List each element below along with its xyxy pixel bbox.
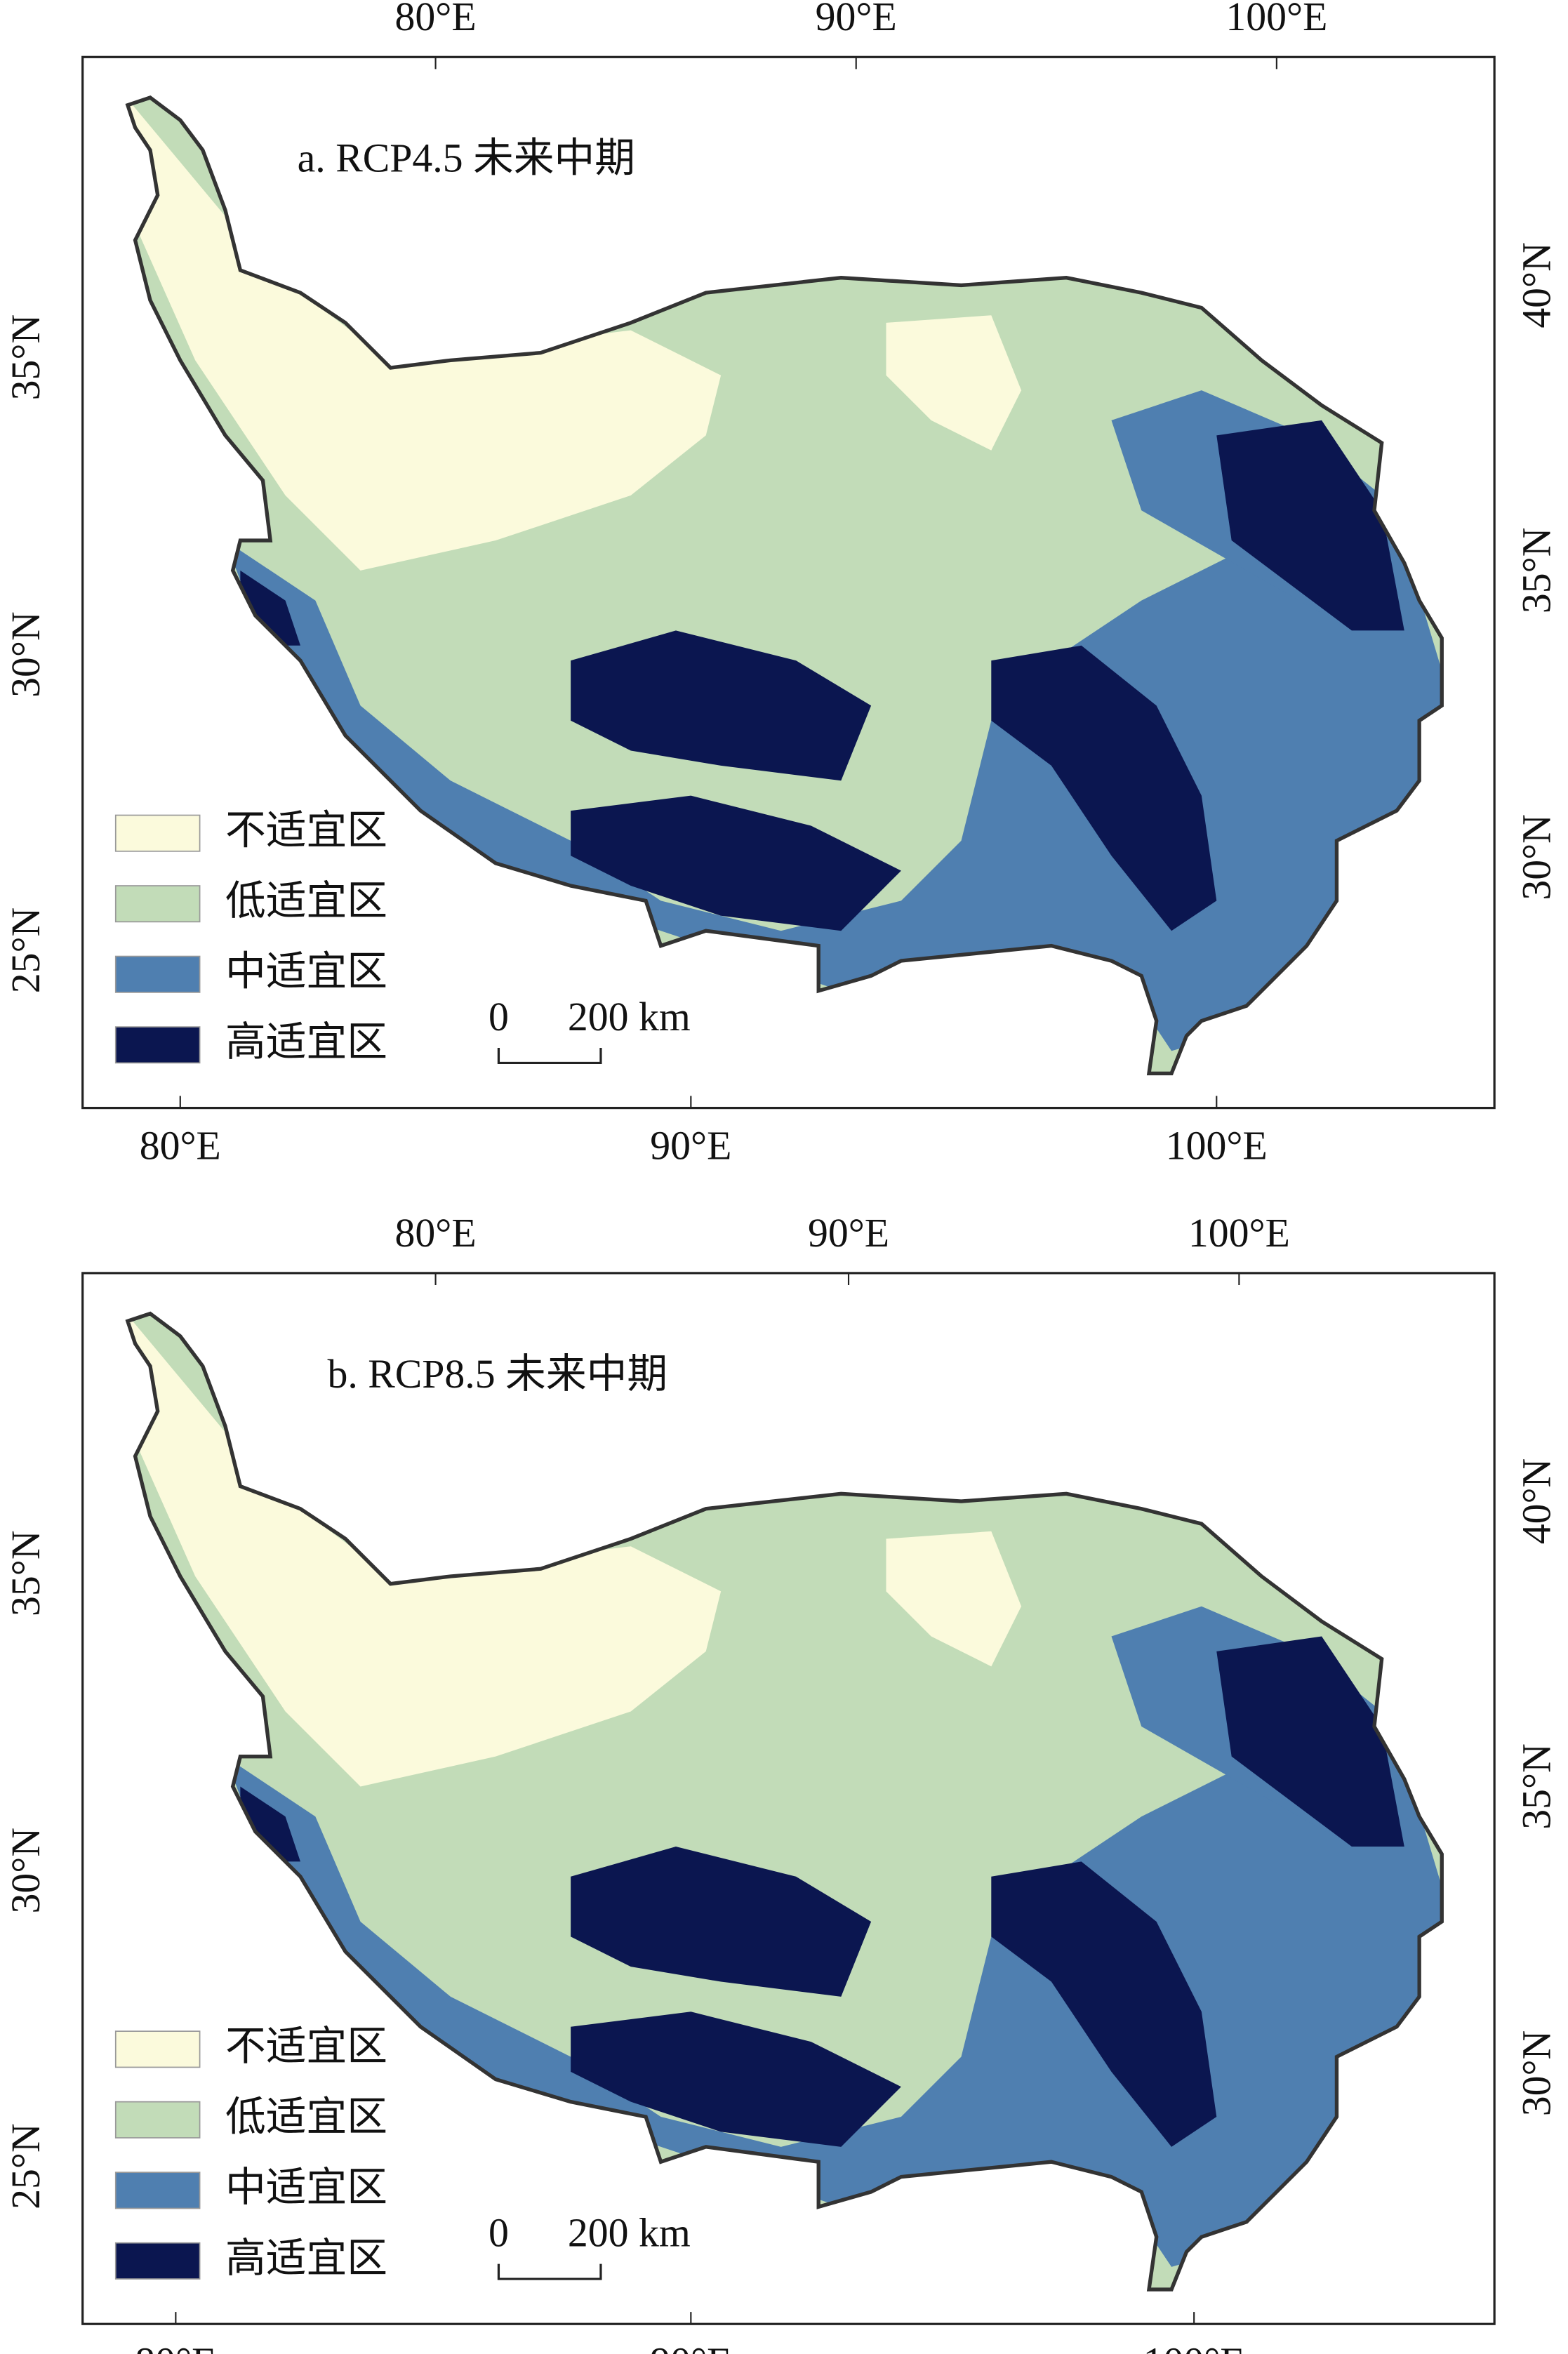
panel-title: b. RCP8.5 未来中期 <box>327 1352 667 1397</box>
scale-label: 200 km <box>568 995 691 1039</box>
map-frame <box>81 55 1496 1110</box>
scale-label: 0 <box>489 995 509 1039</box>
legend-swatch <box>114 2101 201 2139</box>
legend-label: 中适宜区 <box>225 2166 387 2210</box>
bottom-tick-label: 100°E <box>1166 1124 1268 1169</box>
scale-label: 0 <box>489 2211 509 2255</box>
scale-bar <box>497 1048 602 1065</box>
panel-title: a. RCP4.5 未来中期 <box>298 136 635 180</box>
bottom-tick-label: 90°E <box>650 2340 731 2354</box>
bottom-tick-label: 90°E <box>650 1124 731 1169</box>
right-tick-label: 35°N <box>1515 1743 1560 1830</box>
legend-label: 高适宜区 <box>225 1020 387 1065</box>
legend-label: 低适宜区 <box>225 879 387 924</box>
top-tick-label: 80°E <box>394 1211 476 1256</box>
left-tick-label: 30°N <box>4 1828 48 1914</box>
top-tick-label: 90°E <box>808 1211 889 1256</box>
right-tick-label: 35°N <box>1515 528 1560 614</box>
top-tick-label: 90°E <box>816 0 897 39</box>
scale-bar <box>497 2263 602 2280</box>
legend-swatch <box>114 2242 201 2280</box>
top-tick-label: 100°E <box>1188 1211 1290 1256</box>
left-tick-label: 25°N <box>4 907 48 994</box>
legend-label: 低适宜区 <box>225 2096 387 2140</box>
bottom-tick-label: 80°E <box>135 2340 216 2354</box>
left-tick-label: 35°N <box>4 1530 48 1616</box>
left-tick-label: 35°N <box>4 314 48 401</box>
map-frame <box>81 1272 1496 2325</box>
top-tick-label: 80°E <box>394 0 476 39</box>
legend-swatch <box>114 955 201 993</box>
right-tick-label: 30°N <box>1515 814 1560 900</box>
bottom-tick-label: 80°E <box>140 1124 221 1169</box>
legend-swatch <box>114 2030 201 2068</box>
right-tick-label: 40°N <box>1515 242 1560 328</box>
legend-swatch <box>114 1026 201 1064</box>
left-tick-label: 25°N <box>4 2123 48 2209</box>
right-tick-label: 40°N <box>1515 1458 1560 1545</box>
top-tick-label: 100°E <box>1225 0 1327 39</box>
bottom-tick-label: 100°E <box>1143 2340 1245 2354</box>
legend-swatch <box>114 814 201 852</box>
legend-swatch <box>114 2172 201 2209</box>
left-tick-label: 30°N <box>4 611 48 698</box>
map-panel: b. RCP8.5 未来中期 80°E 90°E 100°E 80°E 90°E 100°E… <box>4 1211 1560 2354</box>
map-panel: a. RCP4.5 未来中期 80°E 90°E 100°E 80°E 90°E 100°E… <box>4 0 1560 1169</box>
right-tick-label: 30°N <box>1515 2030 1560 2117</box>
legend-label: 不适宜区 <box>225 809 387 853</box>
scale-label: 200 km <box>568 2211 691 2255</box>
legend-label: 高适宜区 <box>225 2237 387 2281</box>
legend-swatch <box>114 885 201 923</box>
legend-label: 中适宜区 <box>225 950 387 995</box>
legend-label: 不适宜区 <box>225 2025 387 2069</box>
